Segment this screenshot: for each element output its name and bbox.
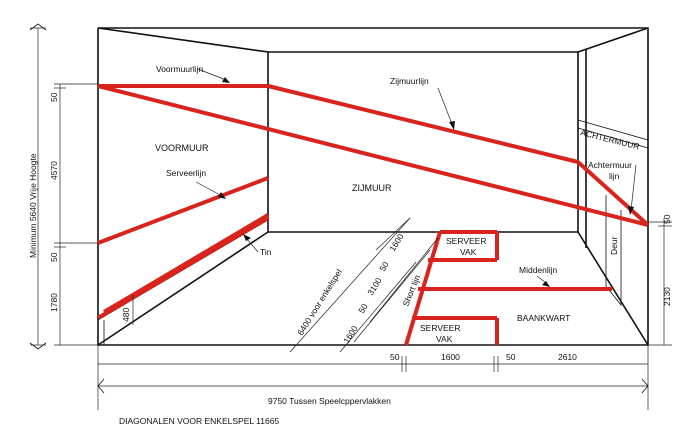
label-middenlijn: Middenlijn [519,265,558,275]
label-diag-3100: 3100 [365,275,384,297]
door-outline [605,195,622,307]
label-diag-6400: 6400 voor enkelspel [295,267,344,337]
label-zijmuur: ZIJMUUR [352,183,392,193]
label-min-hoogte: Minimum 5640 Vrije Hoogte [28,153,38,258]
label-right-2130: 2130 [662,287,672,306]
label-serveervak-1: SERVEER [446,236,486,246]
label-serveerlijn: Serveerlijn [166,168,206,178]
tin-line-upper [102,213,270,314]
label-zijmuurlijn: Zijmuurlijn [390,76,429,86]
label-diag-50-a: 50 [377,260,391,274]
label-bottom-1600: 1600 [441,352,460,362]
label-voormuur: VOORMUUR [155,143,209,153]
side-wall-line-top [267,84,579,164]
label-baankwart: BAANKWART [517,313,570,323]
label-serveervak-2: SERVEER [420,323,460,333]
label-diag-50-b: 50 [356,302,370,316]
tin-line [96,216,270,320]
court-lines [96,84,650,346]
label-total-width: 9750 Tussen Speelcppervlakken [268,396,391,406]
label-left-50-top: 50 [49,92,59,102]
label-achtermuurlijn-1: Achtermuur [588,160,632,170]
label-left-50-mid: 50 [49,252,59,262]
label-diag-1600-b: 1600 [341,323,360,345]
back-wall-line [576,160,650,227]
tin-height-dimension: 480 [121,295,134,325]
label-480: 480 [121,308,131,322]
label-bottom-50-a: 50 [390,352,400,362]
service-line [97,176,269,245]
bottom-dimensions: 50 1600 50 2610 9750 Tussen Speelcppervl… [97,345,649,426]
label-right-50: 50 [662,214,672,224]
label-vak-1: VAK [460,247,477,257]
court-labels: Voormuurlijn VOORMUUR Serveerlijn Tin Zi… [155,64,641,344]
label-diag-1600-a: 1600 [387,231,406,253]
label-left-4570: 4570 [49,161,59,180]
label-voormuurlijn: Voormuurlijn [156,64,204,74]
label-diagonalen: DIAGONALEN VOOR ENKELSPEL 11665 [119,416,279,426]
label-achtermuurlijn-2: lijn [609,171,620,181]
label-left-1780: 1780 [49,293,59,312]
label-bottom-2610: 2610 [558,352,577,362]
label-vak-2: VAK [436,334,453,344]
label-achtermuur: ACHTERMUUR [580,127,641,151]
right-dimensions: 50 2130 [648,214,672,346]
side-wall-line-main [97,84,649,227]
left-dimensions: Minimum 5640 Vrije Hoogte 50 4570 50 178… [28,23,98,350]
label-deur: Deur [609,236,619,255]
label-bottom-50-b: 50 [506,352,516,362]
label-tin: Tin [260,247,272,257]
